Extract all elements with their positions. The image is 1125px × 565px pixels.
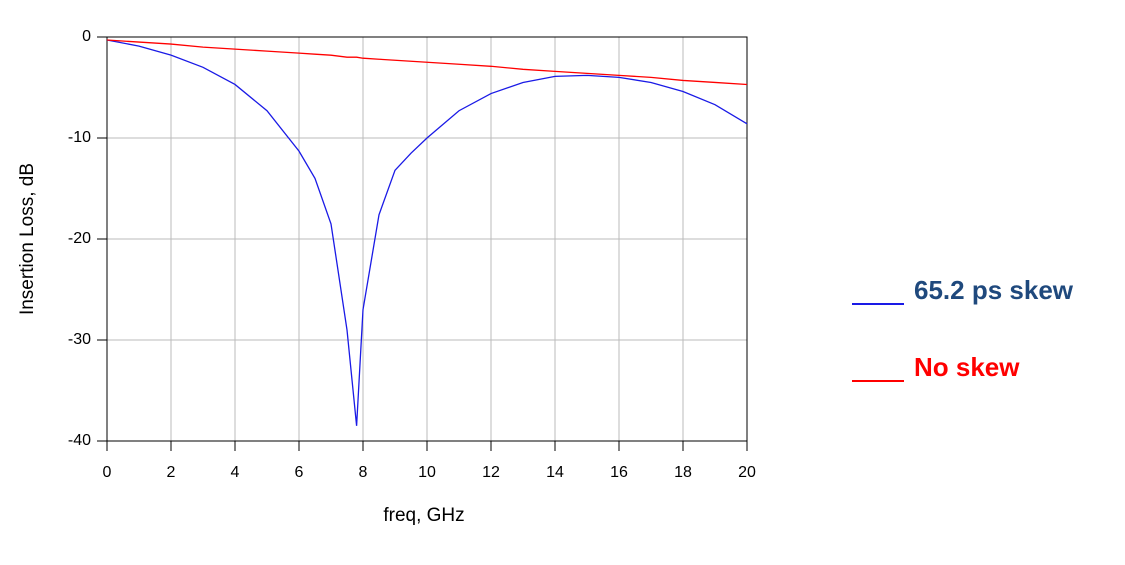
plot-frame	[106, 36, 748, 442]
x-tick-label: 0	[103, 464, 112, 481]
x-tick-label: 20	[738, 464, 756, 481]
x-tick-label: 16	[610, 464, 628, 481]
x-tick-label: 12	[482, 464, 500, 481]
y-tick-label: -10	[68, 129, 91, 146]
x-axis-label: freq, GHz	[383, 505, 464, 526]
x-tick-label: 4	[231, 464, 240, 481]
x-tick-label: 14	[546, 464, 564, 481]
y-tick-label: 0	[82, 28, 91, 45]
y-tick-label: -20	[68, 230, 91, 247]
series-line	[106, 39, 748, 426]
y-tick-label: -30	[68, 331, 91, 348]
x-tick-label: 10	[418, 464, 436, 481]
legend-label: 65.2 ps skew	[914, 275, 1074, 305]
y-axis-label: Insertion Loss, dB	[17, 163, 38, 315]
x-tick-label: 8	[359, 464, 368, 481]
x-tick-label: 2	[167, 464, 176, 481]
series-line	[106, 39, 748, 86]
legend-label: No skew	[914, 352, 1020, 382]
y-tick-label: -40	[68, 432, 91, 449]
x-tick-label: 18	[674, 464, 692, 481]
x-tick-label: 6	[295, 464, 304, 481]
